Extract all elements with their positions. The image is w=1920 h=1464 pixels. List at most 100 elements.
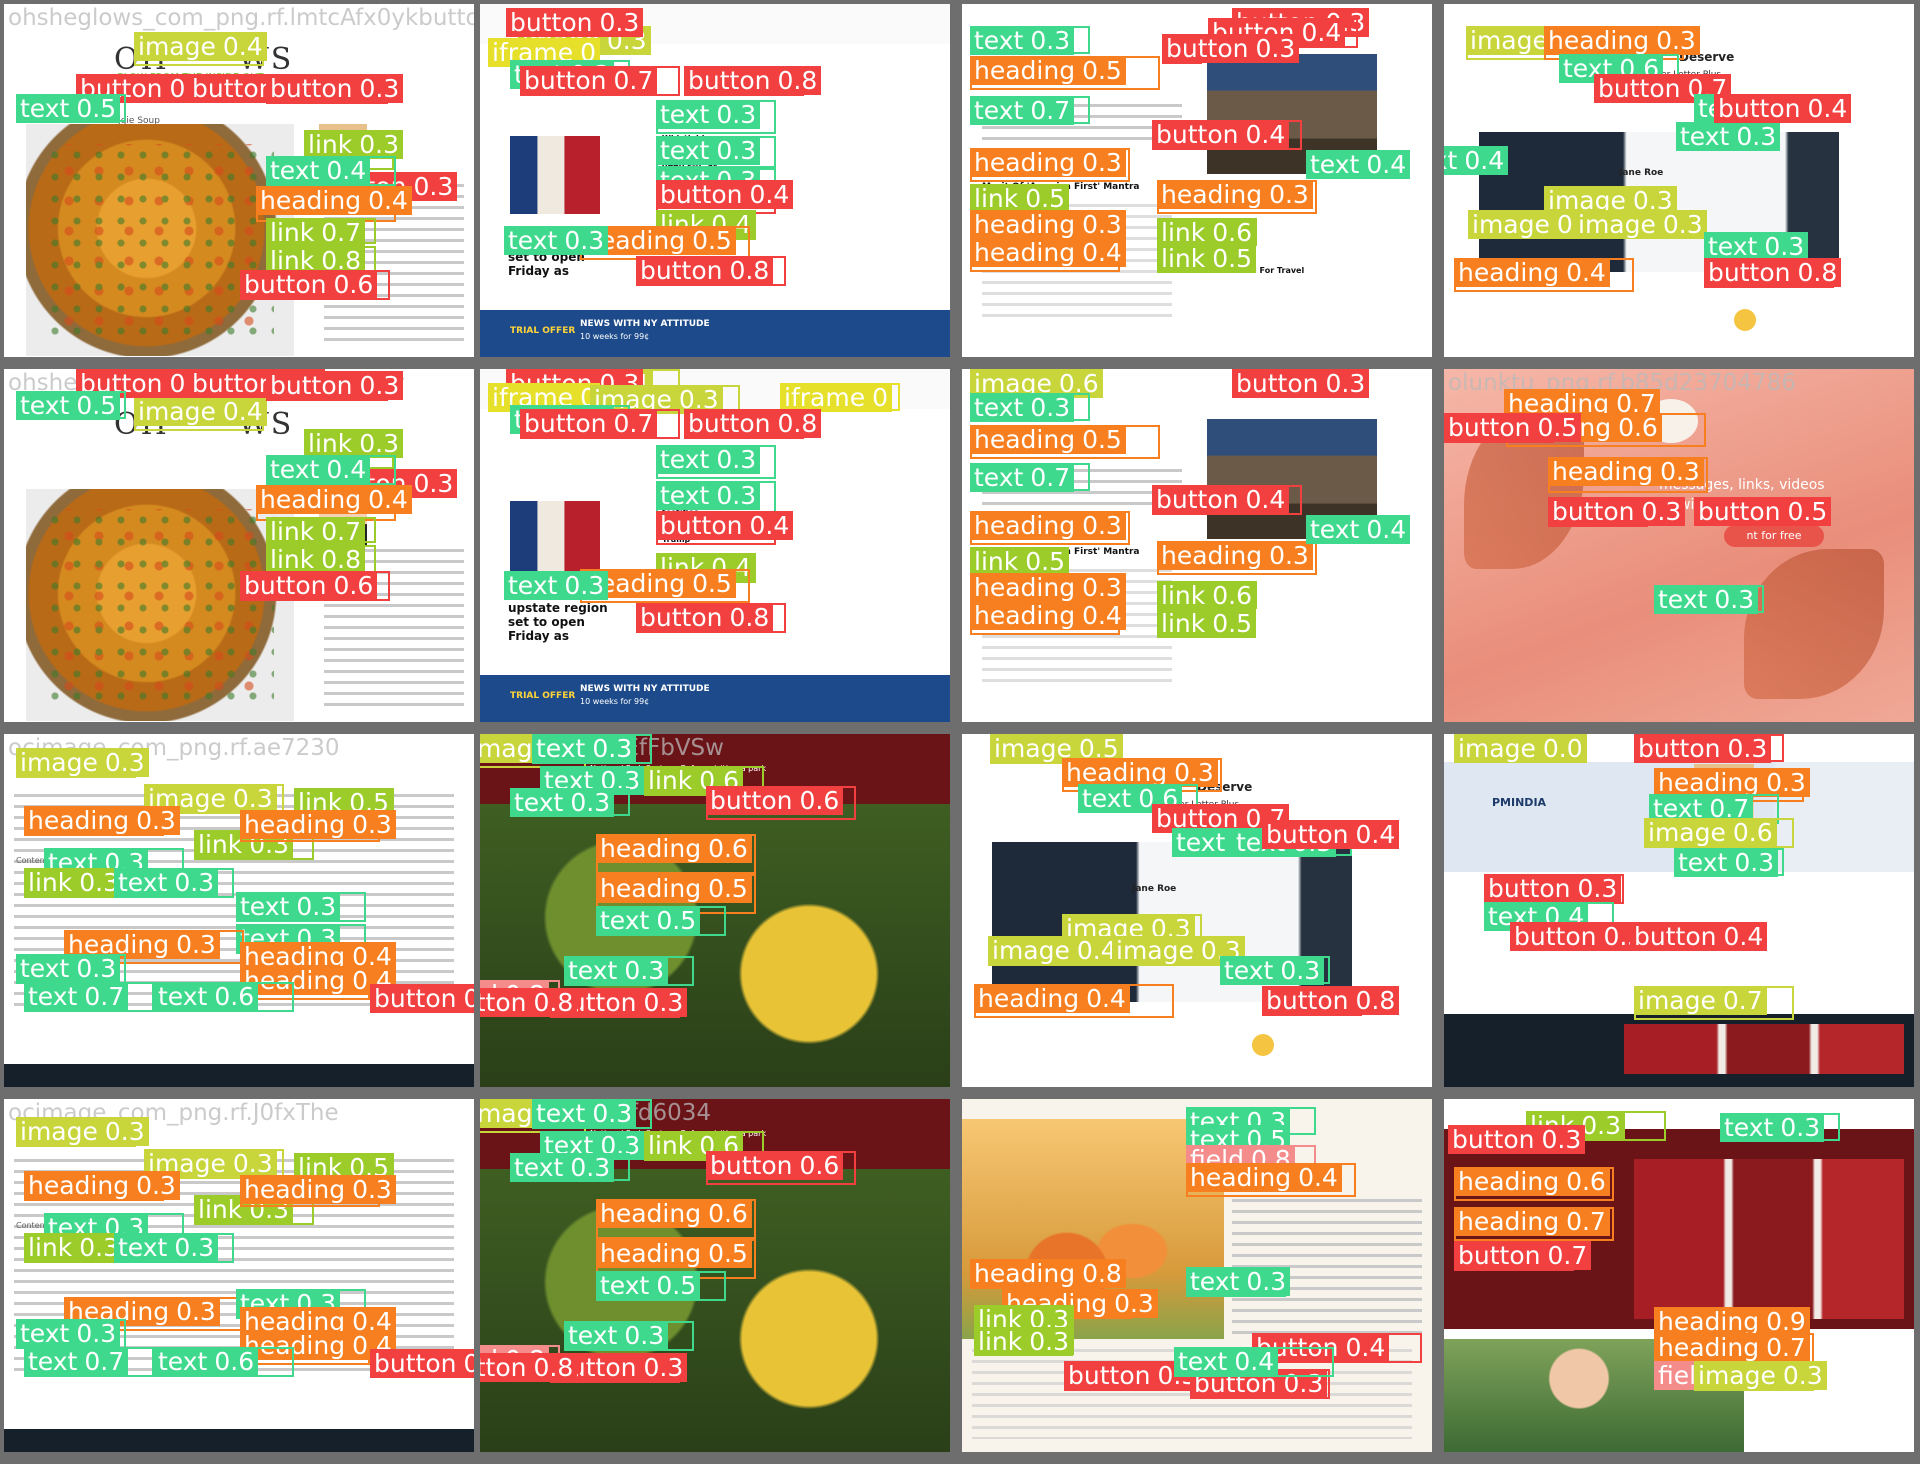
- detection-class: text: [1444, 146, 1458, 175]
- detection-box-heading: heading 0.4: [974, 984, 1174, 1018]
- detection-score: 0.3: [1641, 497, 1682, 526]
- detection-score: 0.4: [1301, 18, 1342, 47]
- detection-score: 0.5: [1212, 244, 1252, 273]
- resume-name: Jane Roe: [1132, 884, 1177, 894]
- detection-box-heading: heading 0.5: [596, 1239, 756, 1279]
- detection-score: 0.4: [1345, 1333, 1386, 1362]
- detection-score: 0.8: [533, 1353, 574, 1382]
- detection-label: image 0.7: [1634, 986, 1767, 1015]
- detection-class: button: [688, 66, 771, 95]
- detection-score: 0.4: [1245, 485, 1286, 514]
- detection-label: link 0.5: [1157, 244, 1256, 273]
- detection-label: heading 0.4: [1186, 1163, 1342, 1192]
- detection-class: heading: [1066, 758, 1168, 787]
- detection-class: iframe: [784, 383, 866, 412]
- detection-class: text: [270, 455, 320, 484]
- detection-class: heading: [28, 1171, 130, 1200]
- detection-class: button: [510, 8, 593, 37]
- cta-button[interactable]: nt for free: [1724, 525, 1824, 547]
- detection-box-heading: heading 0.8: [970, 1259, 1126, 1289]
- detection-box-link: link 0.7: [266, 517, 376, 546]
- detection-score: 0.7: [1722, 986, 1763, 1015]
- detection-score: 0.6: [1732, 818, 1773, 847]
- detection-box-heading: heading 0.3: [970, 511, 1130, 545]
- detection-box-link: link 0.5: [970, 547, 1069, 576]
- detection-score: 0.4: [749, 511, 790, 540]
- detection-score: 0.3: [79, 1233, 119, 1262]
- detection-box-heading: heading 0.3: [1544, 26, 1700, 60]
- detection-score: 0.4: [1082, 238, 1122, 267]
- detection-score: 0.5: [1025, 184, 1065, 213]
- detection-label: heading 0.7: [1454, 1207, 1610, 1236]
- trial-offer-banner: [480, 310, 950, 357]
- soup-photo-detail: [44, 509, 274, 709]
- detection-label: image 0.0: [1454, 734, 1587, 763]
- detection-score: 0.6: [214, 1347, 255, 1376]
- detection-class: button: [1634, 922, 1717, 951]
- detection-score: 0.3: [564, 226, 605, 255]
- detection-box-text: text 0.4: [1444, 146, 1509, 175]
- detection-class: heading: [28, 806, 130, 835]
- detection-score: 0.3: [1727, 734, 1768, 763]
- detection-class: button: [1598, 74, 1681, 103]
- mascot: [1734, 309, 1756, 331]
- resume-name: Jane Roe: [1619, 168, 1664, 178]
- detection-class: text: [660, 100, 710, 129]
- detection-score: 0.5: [1787, 497, 1828, 526]
- detection-label: heading 0.9: [1654, 1307, 1810, 1336]
- detection-class: text: [974, 96, 1024, 125]
- detection-label: text 0.7: [970, 96, 1075, 125]
- tile-15: text 0.3 text 0.5 field 0.8 heading 0.4 heading 0…: [962, 1099, 1432, 1452]
- detection-box-button: button 0.5: [1694, 497, 1832, 526]
- detection-box-text: text 0.6: [1078, 784, 1198, 813]
- thumbnail-strip: [1624, 1024, 1904, 1074]
- detection-label: button 0.5: [1510, 922, 1648, 951]
- tile-12: PMINDIA image 0.0 button 0.3 heading 0.3 text 0…: [1444, 734, 1914, 1087]
- detection-score: 0.3: [1581, 1111, 1621, 1140]
- detection-box-text: text 0.5: [16, 94, 126, 123]
- detection-label: iframe 0: [780, 383, 892, 412]
- tile-10: National Park System. Before visiting a …: [480, 734, 950, 1087]
- detection-box-heading: heading 0.4: [256, 186, 412, 222]
- detection-class: link: [1161, 244, 1206, 273]
- detection-class: link: [974, 184, 1019, 213]
- contents-label: Contents: [16, 1221, 52, 1230]
- detection-score: 0.3: [1255, 34, 1296, 63]
- detection-class: button: [1236, 369, 1319, 398]
- detection-class: text: [974, 26, 1024, 55]
- detection-score: 0.3: [296, 892, 337, 921]
- detection-class: button: [1448, 413, 1531, 442]
- detection-class: button: [1698, 497, 1781, 526]
- detection-score: 0.3: [1660, 457, 1700, 486]
- detection-class: button: [480, 1353, 527, 1382]
- detection-class: text: [20, 1319, 70, 1348]
- detection-score: 0.4: [1082, 601, 1122, 630]
